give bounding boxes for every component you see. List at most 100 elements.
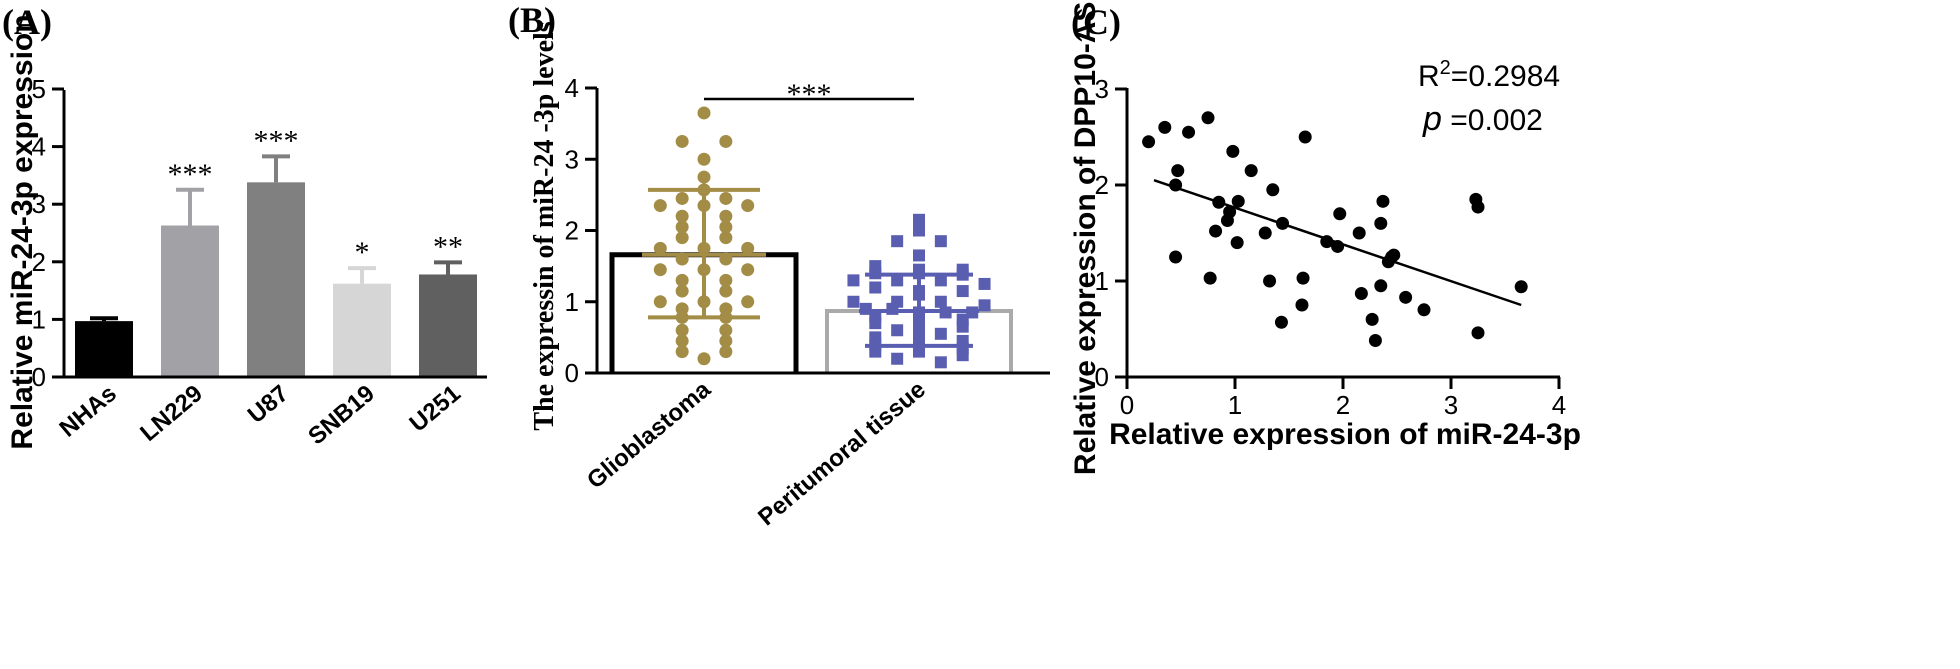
panel-b-y-ticks: 0 1 2 3 4 <box>565 73 597 388</box>
panel-a-y-tick-label: 4 <box>32 132 46 162</box>
panel-c-data-point <box>1266 183 1280 197</box>
panel-b-data-point <box>891 352 904 365</box>
panel-b-data-point <box>675 345 689 359</box>
panel-c-y-tick-label: 1 <box>1095 266 1109 296</box>
r2-exponent: 2 <box>1440 57 1451 79</box>
panel-b-data-point <box>675 209 689 223</box>
panel-a-y-tick-label: 2 <box>32 247 46 277</box>
panel-c-data-point <box>1182 125 1196 139</box>
panel-c-data-point <box>1368 334 1382 348</box>
panel-b-y-tick-label: 4 <box>565 73 579 103</box>
panel-b-data-point <box>978 299 991 312</box>
panel-b-data-point <box>741 295 755 309</box>
panel-b-data-point <box>891 324 904 337</box>
panel-c-data-point <box>1169 250 1183 264</box>
panel-c-data-point <box>1244 164 1258 178</box>
panel-b-data-point <box>653 241 667 255</box>
panel-b-data-point <box>719 273 733 287</box>
panel-b-data-point <box>741 263 755 277</box>
panel-b-data-point <box>697 352 711 366</box>
panel-c-data-point <box>1374 216 1388 230</box>
panel-c-data-point <box>1514 280 1528 294</box>
panel-c-data-point <box>1298 130 1312 144</box>
panel-c-data-point <box>1471 200 1485 214</box>
panel-b-data-point <box>934 295 947 308</box>
panel-a-significance: *** <box>168 158 213 191</box>
panel-b-data-point <box>891 274 904 287</box>
panel-c: (C) Relative expression of DPP10-AS1 Rel… <box>1069 0 1581 475</box>
panel-c-data-point <box>1387 248 1401 262</box>
panel-c-data-point <box>1376 194 1390 208</box>
panel-b-data-point <box>719 323 733 337</box>
panel-b-data-point <box>847 274 860 287</box>
panel-a-y-ticks: 0 1 2 3 4 5 <box>32 74 64 392</box>
panel-b-data-point <box>675 284 689 298</box>
panel-c-label: (C) <box>1071 2 1121 42</box>
panel-b-data-point <box>869 317 882 330</box>
panel-b-data-point <box>675 134 689 148</box>
panel-b-data-point <box>675 220 689 234</box>
panel-c-data-point <box>1158 120 1172 134</box>
panel-a-label: (A) <box>2 2 52 42</box>
panel-c-data-point <box>1258 226 1272 240</box>
panel-c-data-point <box>1203 271 1217 285</box>
panel-c-y-tick-label: 0 <box>1095 362 1109 392</box>
panel-a-bar <box>333 283 391 377</box>
panel-b-data-point <box>719 345 733 359</box>
panel-a-y-tick-label: 3 <box>32 189 46 219</box>
panel-b-significance-stars: *** <box>787 78 832 111</box>
panel-b-category-labels: Glioblastoma Peritumoral tissue <box>582 375 931 531</box>
panel-b-data-point <box>675 231 689 245</box>
panel-a-category-label: SNB19 <box>303 380 380 450</box>
panel-b-y-tick-label: 3 <box>565 144 579 174</box>
panel-c-p-value: p =0.002 <box>1422 100 1543 138</box>
panel-c-r-squared: R2=0.2984 <box>1418 57 1560 93</box>
panel-b-y-axis-title: The expressin of miR-24 -3p levels <box>529 21 560 430</box>
panel-a-bar <box>419 274 477 377</box>
p-symbol: p <box>1422 100 1442 138</box>
panel-a-y-tick-label: 5 <box>32 74 46 104</box>
panel-b-data-point <box>869 281 882 294</box>
panel-b-data-point <box>719 334 733 348</box>
panel-c-data-point <box>1374 279 1388 293</box>
panel-b-data-point <box>934 327 947 340</box>
panel-b-data-point <box>869 345 882 358</box>
panel-c-data-point <box>1226 144 1240 158</box>
panel-c-data-point <box>1142 135 1156 149</box>
panel-c-data-point <box>1354 286 1368 300</box>
panel-c-data-point <box>1296 271 1310 285</box>
panel-b-data-point <box>719 134 733 148</box>
panel-b-data-point <box>697 106 711 120</box>
panel-c-data-point <box>1417 303 1431 317</box>
panel-a-category-label: U87 <box>243 380 294 429</box>
panel-c-data-point <box>1471 326 1485 340</box>
r2-value: =0.2984 <box>1451 60 1560 93</box>
panel-a-significance: ** <box>433 230 463 263</box>
panel-b-label: (B) <box>508 0 556 40</box>
panel-b-data-point <box>741 241 755 255</box>
panel-b-data-point <box>719 231 733 245</box>
panel-c-data-point <box>1352 226 1366 240</box>
panel-c-data-point <box>1201 111 1215 125</box>
panel-b-data-point <box>886 302 899 315</box>
panel-a-significance: *** <box>254 124 299 157</box>
panel-a-bar <box>247 182 305 377</box>
panel-b-data-point <box>847 295 860 308</box>
panel-b-y-tick-label: 0 <box>565 358 579 388</box>
panel-c-data-point <box>1231 194 1245 208</box>
panel-c-x-tick-label: 3 <box>1444 390 1458 420</box>
panel-c-data-point <box>1333 207 1347 221</box>
panel-a-bar <box>161 225 219 377</box>
panel-b-data-point <box>719 191 733 205</box>
panel-b-data-point <box>697 170 711 184</box>
panel-b-data-point <box>956 285 969 298</box>
panel-a-y-axis-title: Relative miR-24-3p expression <box>6 14 39 449</box>
panel-c-data-point <box>1365 312 1379 326</box>
panel-b-data-point <box>913 224 925 237</box>
panel-b-data-point <box>719 284 733 298</box>
panel-c-data-point <box>1263 274 1277 288</box>
panel-b-data-point <box>675 191 689 205</box>
panel-a-category-labels: NHAs LN229 U87 SNB19 U251 <box>54 380 465 450</box>
panel-a-significance: * <box>355 236 370 269</box>
panel-c-data-point <box>1223 205 1237 219</box>
